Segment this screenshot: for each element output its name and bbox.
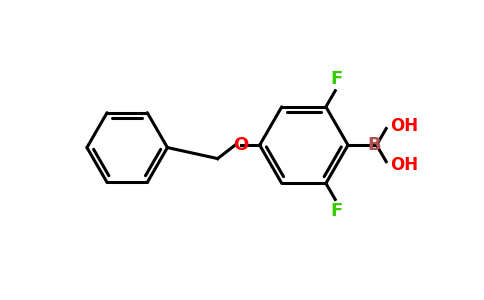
Text: OH: OH — [391, 117, 419, 135]
Text: O: O — [233, 136, 248, 154]
Text: F: F — [330, 70, 342, 88]
Text: B: B — [367, 136, 381, 154]
Text: OH: OH — [391, 156, 419, 174]
Text: F: F — [330, 202, 342, 220]
